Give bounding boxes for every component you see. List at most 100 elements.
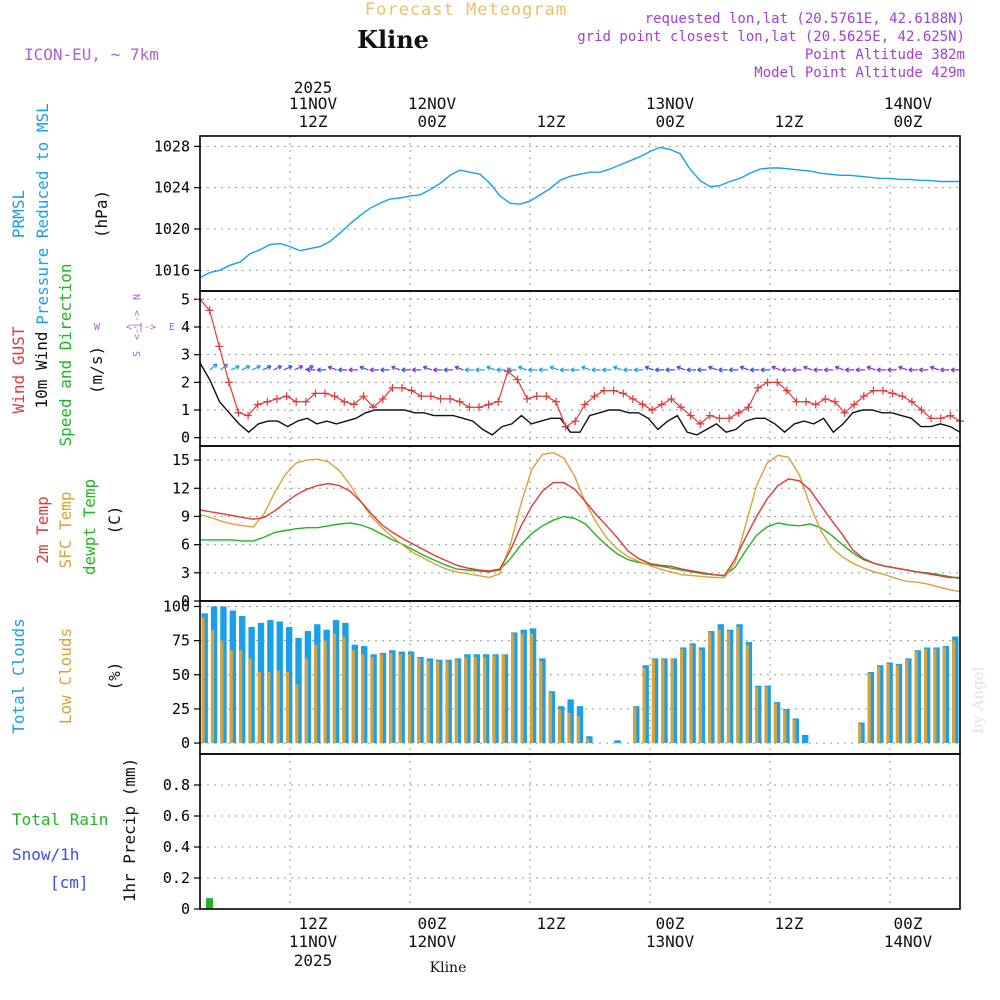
wind-arrow-head [665,367,670,373]
wind-gust-marker [744,403,753,412]
precip-axis-label: 1hr Precip (mm) [120,758,139,903]
low-cloud-bar [445,661,449,744]
wind-gust-marker [436,394,445,403]
snow-label: Snow/1h [12,845,79,864]
footer-location: Kline [430,960,467,976]
compass-ns-arrow: <-|-> [132,310,143,340]
y-tick-label: 3 [181,564,190,582]
wind-arrow-head [591,367,596,373]
wind-direction-arrows [209,363,960,373]
top-tick-time: 00Z [894,112,923,131]
wind-arrow-head [422,365,428,371]
wind-arrow-head [277,365,283,370]
compass-n: N [132,294,143,300]
top-tick-date: 13NOV [646,94,695,113]
precip-y-ticks: 0 0.2 0.4 0.6 0.8 [163,776,200,918]
wind-gust-label: Wind GUST [9,326,28,413]
wind-arrow-head [771,365,777,371]
low-cloud-bar [942,647,946,744]
wind-arrow-shaft [294,365,303,371]
wind-arrow-head [245,365,251,370]
y-tick-label: 12 [172,479,190,497]
bottom-tick-date: 14NOV [884,932,933,951]
low-cloud-bar [726,631,731,744]
wind-arrow-head [708,365,713,371]
wind-arrow-head [475,367,480,373]
bottom-tick-time: 12Z [299,914,328,933]
temperature-y-ticks: 0 3 6 9 12 15 [172,451,200,610]
wind-gust-marker [551,397,560,406]
top-tick-time: 00Z [418,112,447,131]
wind-arrow-head [256,365,261,370]
wind-gust-marker [946,411,955,420]
wind-arrow-head [581,365,586,371]
prmsl-line [199,146,960,279]
low-cloud-bar [492,655,496,744]
wind-dir-label: Speed and Direction [56,263,75,446]
wind-arrow-head [760,367,765,373]
low-cloud-bar [764,687,768,744]
wind-gust-marker [936,414,945,423]
wind-gust-marker [311,389,320,398]
wind-arrow-shaft [423,366,433,371]
wind-arrow-head [411,367,417,373]
wind-gust-marker [888,389,897,398]
wind-gust-marker [542,392,551,401]
point-altitude: Point Altitude 382m [805,47,965,63]
precip-grid [200,754,960,910]
y-tick-label: 0 [181,429,190,447]
low-cloud-bar [576,715,580,744]
low-cloud-bar [473,657,477,744]
wind-arrow-head [940,367,945,373]
precip-panel: 0 0.2 0.4 0.6 0.8 [163,753,961,918]
y-tick-label: 25 [172,700,190,718]
low-cloud-bar [276,670,280,744]
low-cloud-bar [783,710,787,744]
wind-gust-marker [465,403,474,412]
wind-arrow-shaft [209,363,218,371]
y-tick-label: 6 [181,536,190,554]
wind-arrow-shaft [454,366,464,371]
clouds-panel: 0 25 50 75 100 [163,597,961,755]
wind-gust-marker [340,397,349,406]
low-cloud-bar [905,659,909,744]
wind-arrow-head [654,367,659,373]
low-cloud-bar [220,640,224,744]
compass-s: S [132,351,143,357]
wind-arrow-head [549,365,555,371]
y-tick-label: 75 [172,632,190,650]
wind-gust-line [199,298,961,428]
wind-gust-marker [677,403,686,412]
low-cloud-bar [248,658,252,744]
low-cloud-bar [539,661,543,744]
wind-arrow-head [401,367,406,373]
wind-gust-marker [571,417,580,426]
model-label: ICON-EU, ~ 7km [24,45,159,64]
wind-arrow-head [623,367,628,373]
wind-gust-marker [349,400,358,409]
y-tick-label: 15 [172,451,190,469]
y-tick-label: 1 [181,401,190,419]
wind-arrow-shaft [549,366,559,371]
wind-arrow-head [306,367,311,373]
wind-arrow-head [749,367,755,373]
low-cloud-bar [867,673,871,744]
wind-arrow-head [496,367,501,373]
wind-arrow-shaft [251,365,261,371]
wind-gust-marker [224,378,233,387]
temp-unit: (C) [105,506,124,535]
low-cloud-bar [426,661,430,744]
top-time-axis: 2025 11NOV 12Z 12NOV 00Z 12Z 13NOV 00Z 1… [289,78,933,131]
wind-arrow-head [898,365,903,371]
wind-gust-marker [590,392,599,401]
wind-arrow-head [813,367,818,373]
wind-arrow-head [803,365,808,371]
wind-gust-marker [234,408,243,417]
wind-labels: Wind GUST 10m Wind Speed and Direction (… [9,263,175,446]
low-cloud-bar [351,650,355,744]
wind-gust-marker [753,383,762,392]
pressure-y-ticks: 1016 1020 1024 1028 [154,137,200,279]
wind-arrow-head [369,367,374,373]
wind-arrow-head [866,365,872,371]
low-cloud-bar [558,708,562,744]
